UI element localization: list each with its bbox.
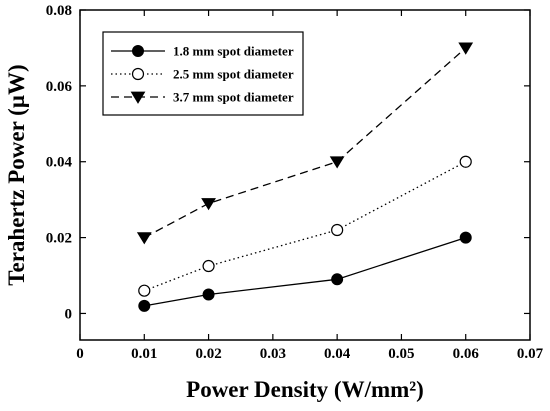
plot-area [79, 9, 531, 341]
data-point [201, 198, 216, 211]
x-tick-label: 0.05 [388, 346, 414, 362]
x-tick-label: 0 [76, 346, 84, 362]
legend-entry: 3.7 mm spot diameter [111, 90, 294, 105]
x-tick-label: 0.03 [260, 346, 286, 362]
legend-marker [131, 67, 145, 81]
data-point [138, 284, 151, 297]
series-line [143, 47, 467, 239]
x-tick-label: 0.01 [131, 346, 157, 362]
series-line [144, 236, 466, 307]
data-point [331, 273, 344, 286]
data-point [202, 259, 215, 273]
data-point [458, 42, 474, 55]
data-point [136, 232, 152, 245]
legend-marker [130, 91, 146, 104]
y-tick-label: 0.06 [46, 79, 73, 95]
series-layer [136, 42, 474, 312]
legend-entry: 2.5 mm spot diameter [111, 67, 294, 82]
legend: 1.8 mm spot diameter 2.5 mm spot diameter… [102, 31, 304, 116]
series-1 [138, 231, 472, 312]
data-point [459, 231, 472, 244]
series-3 [136, 42, 474, 245]
series-line [144, 161, 467, 292]
y-tick-label: 0.02 [46, 231, 72, 247]
data-point [202, 288, 215, 301]
y-tick-label: 0.04 [46, 155, 73, 171]
legend-label: 2.5 mm spot diameter [173, 67, 294, 82]
x-tick-label: 0.02 [195, 346, 221, 362]
data-point [459, 155, 472, 168]
y-axis: 0 0.02 0.04 0.06 0.08 [46, 3, 530, 322]
series-2 [138, 155, 472, 297]
x-tick-label: 0.06 [453, 346, 480, 362]
y-tick-label: 0 [65, 306, 73, 322]
x-tick-label: 0.04 [324, 346, 351, 362]
y-tick-label: 0.08 [46, 3, 72, 19]
data-point [138, 299, 151, 312]
plot-frame [79, 9, 531, 341]
x-axis: 0 0.01 0.02 0.03 0.04 0.05 0.06 0.07 [76, 10, 544, 362]
data-point [329, 156, 345, 169]
x-axis-title: Power Density (W/mm²) [186, 377, 424, 402]
y-axis-title: Terahertz Power (µW) [4, 64, 29, 285]
legend-marker [132, 45, 144, 57]
data-point [331, 223, 344, 237]
legend-label: 1.8 mm spot diameter [173, 44, 294, 59]
legend-entry: 1.8 mm spot diameter [111, 44, 294, 59]
x-tick-label: 0.07 [517, 346, 544, 362]
legend-label: 3.7 mm spot diameter [173, 90, 294, 105]
